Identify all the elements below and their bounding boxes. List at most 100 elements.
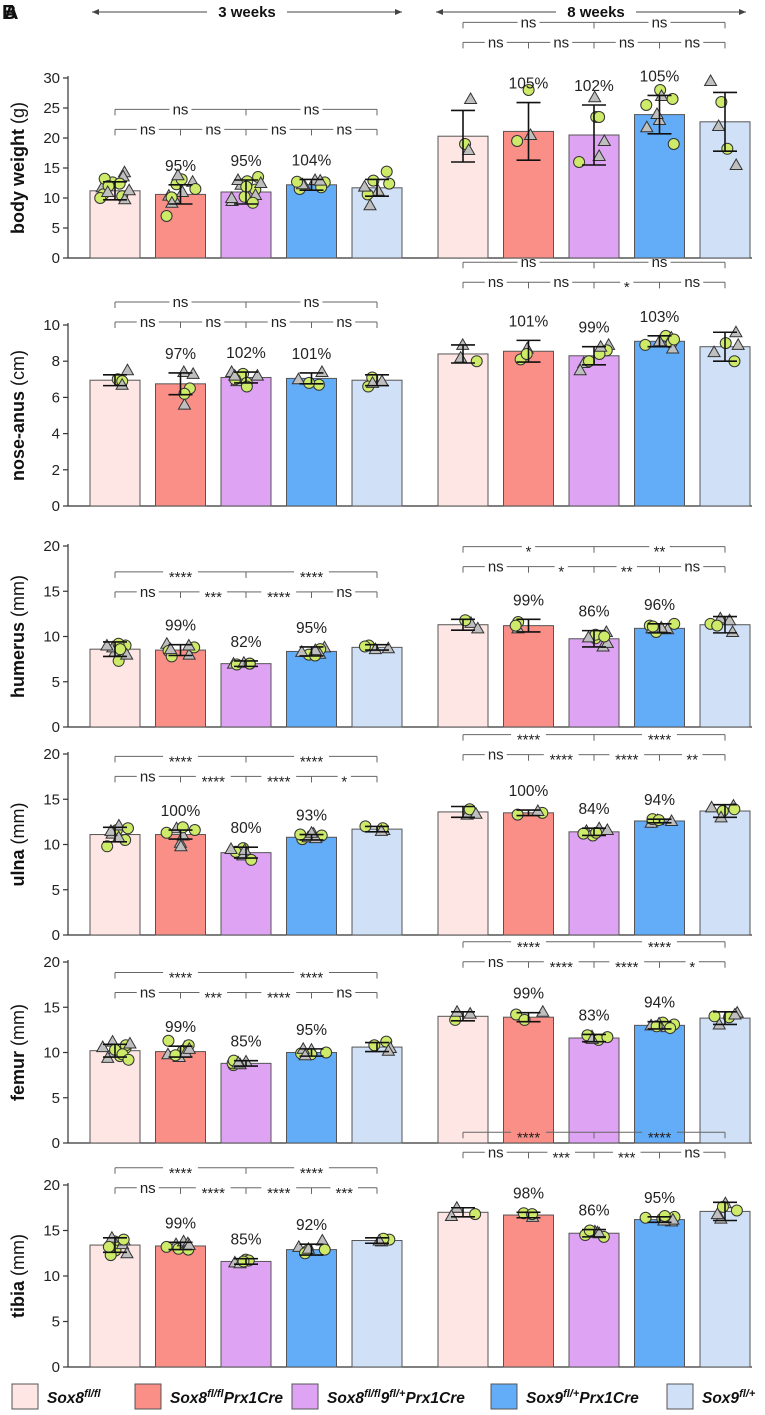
data-point-triangle	[95, 1040, 110, 1053]
bar	[568, 1232, 620, 1368]
legend-sup: fl/fl	[207, 1388, 224, 1400]
legend-item: Sox8fl/fl9fl/+Prx1Cre	[291, 1383, 465, 1410]
bar	[220, 376, 272, 507]
data-point-triangle	[298, 1048, 313, 1061]
data-point-circle	[368, 1039, 381, 1052]
data-point-circle	[114, 643, 127, 656]
significance-label: ****	[267, 773, 291, 790]
data-point-triangle	[707, 345, 721, 358]
bar	[286, 184, 337, 259]
significance-label: ****	[615, 752, 639, 769]
y-axis-label-unit: (g)	[8, 102, 28, 129]
data-point-triangle	[122, 183, 137, 196]
panel-label-a: A	[4, 2, 18, 24]
significance-group: ns	[593, 14, 726, 31]
significance-pair: ns	[462, 274, 529, 291]
y-tick-label: 0	[52, 250, 60, 267]
bar	[437, 1015, 489, 1144]
data-point-triangle	[163, 642, 178, 655]
percent-label: 99%	[165, 1215, 196, 1232]
bar	[351, 828, 403, 936]
significance-pair: ns	[528, 34, 595, 51]
data-point-triangle	[381, 1043, 396, 1056]
legend-item: Sox8fl/fl	[11, 1383, 102, 1410]
significance-pair: ns	[462, 747, 529, 764]
data-point-triangle	[372, 1233, 387, 1246]
data-point-circle	[303, 376, 316, 389]
y-axis-label-name: femur	[8, 1051, 28, 1101]
significance-label: ****	[202, 1185, 226, 1202]
significance-group: ****	[462, 732, 595, 749]
data-point-circle	[511, 135, 524, 147]
data-point-triangle	[597, 133, 612, 146]
data-point-triangle	[573, 363, 588, 376]
data-point-triangle	[469, 806, 483, 819]
significance-pair: ****	[593, 752, 660, 769]
legend: Sox8fl/fl Sox8fl/flPrx1Cre Sox8fl/fl9fl/+P…	[11, 1383, 756, 1410]
significance-label: ns	[205, 121, 221, 138]
percent-label: 86%	[578, 1203, 609, 1220]
data-point-circle	[708, 1010, 721, 1023]
significance-group: **	[593, 544, 726, 561]
significance-label: ns	[553, 34, 569, 51]
significance-group: ns	[245, 294, 378, 311]
data-point-circle	[459, 614, 472, 627]
bar	[155, 383, 206, 507]
data-point-triangle	[237, 842, 252, 855]
bar	[220, 1260, 272, 1368]
bar	[220, 852, 272, 936]
data-point-circle	[469, 1208, 482, 1221]
significance-label: ns	[304, 101, 320, 118]
bar	[351, 1046, 403, 1144]
significance-label: ****	[169, 1165, 193, 1182]
significance-label: ****	[267, 589, 291, 606]
significance-label: ****	[300, 753, 324, 770]
data-point-triangle	[729, 157, 744, 170]
significance-pair: ****	[245, 1185, 312, 1202]
significance-label: ns	[205, 314, 221, 331]
y-tick-label: 10	[43, 190, 60, 207]
data-point-circle	[245, 853, 258, 866]
y-tick-label: 5	[52, 1314, 60, 1331]
data-point-triangle	[291, 372, 306, 385]
percent-label: 105%	[509, 76, 549, 93]
bar	[699, 1017, 751, 1144]
bar	[699, 810, 751, 936]
significance-group: ****	[114, 753, 247, 770]
significance-group: ns	[114, 294, 247, 311]
period-header-8-weeks: 8 weeks	[436, 4, 746, 21]
bar	[89, 1050, 141, 1144]
legend-sup: fl/fl	[364, 1388, 381, 1400]
data-point-circle	[162, 1034, 175, 1047]
bar	[89, 1244, 141, 1368]
data-point-triangle	[224, 842, 238, 855]
data-point-circle	[169, 1049, 182, 1062]
significance-group: ns	[462, 254, 595, 271]
y-axis-label: body weight (g)	[8, 102, 28, 234]
y-tick-label: 0	[52, 1135, 60, 1152]
significance-group: ****	[593, 732, 726, 749]
significance-label: ns	[140, 985, 156, 1002]
bar	[699, 1210, 751, 1368]
significance-pair: ***	[311, 1185, 378, 1202]
period-headers: 3 weeks 8 weeks	[92, 4, 746, 21]
y-axis-label: nose-anus (cm)	[8, 350, 28, 481]
significance-label: ****	[648, 1129, 672, 1146]
significance-pair: ns	[311, 121, 378, 138]
y-tick-label: 8	[52, 353, 60, 370]
data-point-circle	[658, 1209, 671, 1222]
bar	[568, 638, 620, 728]
significance-pair: ns	[659, 34, 726, 51]
bar	[634, 114, 685, 259]
significance-label: ns	[652, 14, 668, 31]
data-point-triangle	[592, 148, 607, 161]
bar	[89, 834, 141, 936]
significance-label: ****	[517, 939, 541, 956]
y-tick-label: 20	[43, 954, 60, 971]
data-point-triangle	[227, 368, 242, 381]
y-axis-label-unit: (cm)	[8, 350, 28, 391]
data-point-triangle	[639, 120, 654, 133]
bar	[89, 379, 141, 507]
data-point-triangle	[250, 368, 265, 381]
significance-label: ***	[204, 990, 222, 1007]
